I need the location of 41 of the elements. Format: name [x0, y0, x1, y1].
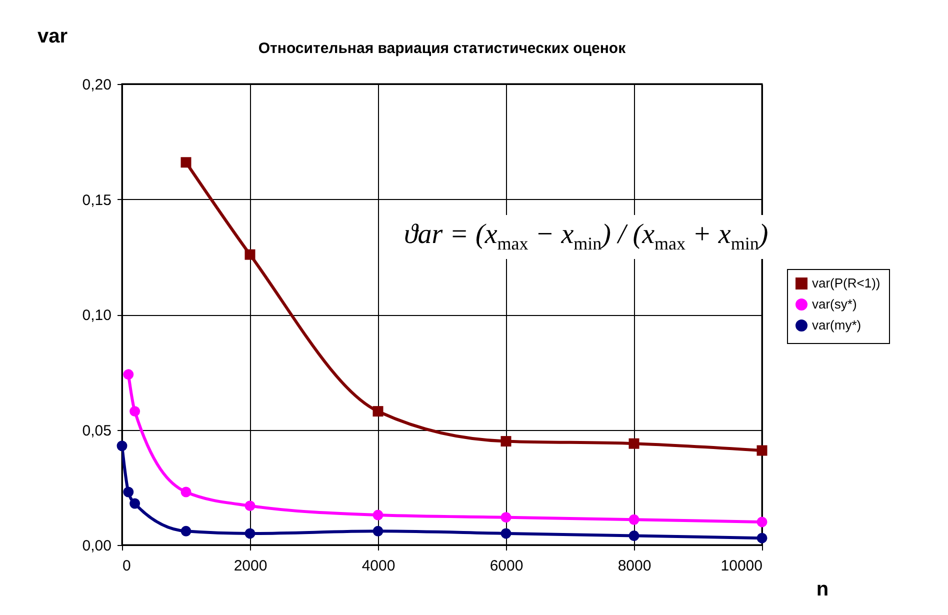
point — [756, 532, 768, 544]
y-tick-label: 0,15 — [82, 192, 112, 209]
y-tick-label: 0,10 — [82, 307, 112, 324]
point — [130, 498, 140, 509]
point — [180, 157, 192, 168]
point — [372, 526, 384, 536]
x-tick-label: 8000 — [618, 558, 652, 574]
point — [756, 516, 768, 528]
point — [628, 438, 640, 449]
text: ϑar = (x$_{max}$ − x$_{min}$) / (x$_{max}$ + x$_{min}$) — [404, 219, 768, 254]
point — [628, 530, 640, 542]
x-tick-label: 0 — [122, 558, 131, 574]
legend-label: var(my*) — [812, 318, 862, 332]
point — [116, 440, 128, 452]
point — [756, 445, 768, 456]
point — [244, 249, 256, 260]
chart-title: Относительная вариация статистических оценок — [258, 40, 626, 57]
point — [500, 512, 512, 523]
x-tick-label: 4000 — [362, 558, 396, 574]
point — [628, 514, 640, 525]
x-tick-label: 2000 — [234, 558, 268, 574]
legend-label: var(sy*) — [812, 296, 857, 312]
point — [372, 406, 384, 417]
legend-label: var(P(R<1)) — [812, 276, 880, 290]
point — [180, 526, 192, 536]
x-tick-label: 6000 — [490, 558, 524, 574]
point — [500, 528, 512, 539]
x-tick-label: 10000 — [720, 558, 762, 574]
y-tick-label: 0,05 — [82, 422, 112, 440]
y-tick-label: 0,20 — [82, 76, 112, 94]
point — [244, 528, 256, 539]
point — [130, 406, 140, 417]
x-axis-title: n — [816, 578, 829, 600]
point — [244, 500, 256, 512]
y-axis-title: var — [38, 26, 68, 48]
point — [500, 436, 512, 447]
point — [123, 369, 134, 380]
point — [372, 510, 384, 520]
point — [123, 486, 134, 498]
y-tick-label: 0,00 — [82, 538, 112, 554]
point — [180, 486, 192, 498]
